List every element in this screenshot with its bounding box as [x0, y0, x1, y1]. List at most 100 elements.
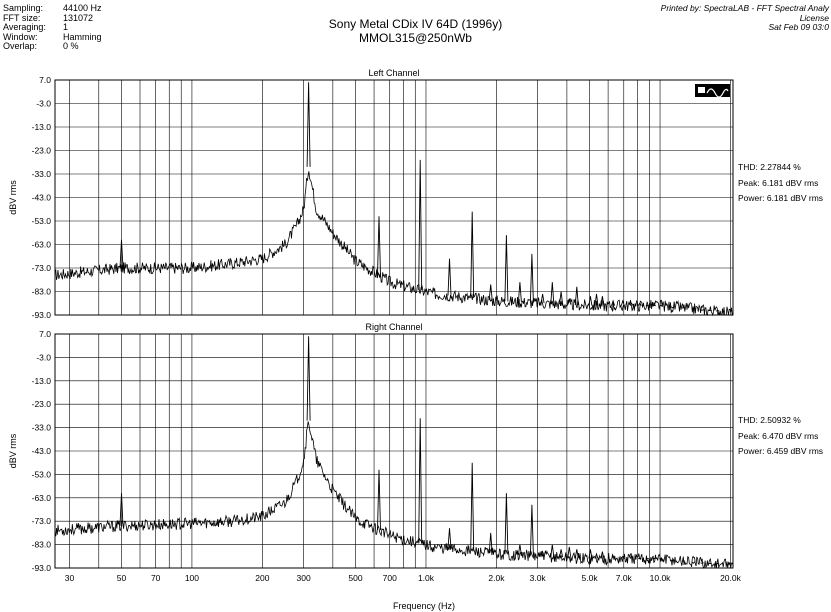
harmonic-peak — [600, 551, 605, 559]
harmonic-peak — [700, 562, 704, 564]
harmonic-peak — [691, 307, 695, 310]
info-row: Window: Hamming — [3, 31, 102, 42]
x-tick-label: 20.0k — [720, 573, 742, 583]
y-tick-label: -73.0 — [32, 263, 52, 273]
y-tick-label: -73.0 — [32, 516, 52, 526]
harmonic-peak — [540, 550, 545, 557]
harmonic-peak — [588, 296, 593, 306]
print-date: Sat Feb 09 03:0 — [768, 22, 830, 32]
waveform-display-icon — [695, 84, 730, 98]
y-axis-label: dBV rms — [8, 180, 18, 215]
spectrum-trace — [54, 171, 734, 317]
info-row: FFT size: 131072 — [3, 12, 94, 23]
y-tick-label: -3.0 — [36, 99, 51, 109]
y-tick-label: -93.0 — [32, 563, 52, 573]
harmonic-peak — [119, 239, 124, 269]
y-tick-label: -93.0 — [32, 310, 52, 320]
channel-title: Right Channel — [365, 322, 422, 332]
harmonic-peak — [671, 559, 675, 562]
y-tick-label: -53.0 — [32, 469, 52, 479]
harmonic-peak — [588, 549, 593, 559]
harmonic-peak — [691, 561, 696, 564]
harmonic-peak — [574, 286, 579, 306]
y-tick-label: 7.0 — [39, 75, 51, 85]
y-tick-label: -33.0 — [32, 423, 52, 433]
y-tick-label: -3.0 — [36, 352, 51, 362]
thd-value: THD: 2.27844 % — [738, 162, 801, 172]
title-line-1: Sony Metal CDix IV 64D (1996y) — [328, 17, 503, 31]
harmonic-peak — [504, 493, 509, 555]
y-tick-label: -43.0 — [32, 446, 52, 456]
harmonic-peak — [671, 306, 675, 309]
harmonic-peak — [377, 469, 381, 531]
harmonic-peak — [418, 159, 423, 291]
info-row: Overlap: 0 % — [3, 41, 79, 51]
x-tick-label: 200 — [255, 573, 269, 583]
icon-monitor — [698, 87, 705, 93]
harmonic-peak — [715, 309, 720, 312]
harmonic-peak — [119, 493, 124, 526]
harmonic-peak — [470, 462, 475, 552]
harmonic-peak — [715, 562, 720, 565]
harmonic-peak — [620, 555, 625, 559]
channel-title: Left Channel — [368, 68, 419, 78]
harmonic-peak — [488, 284, 493, 301]
x-tick-label: 7.0k — [616, 573, 633, 583]
x-tick-label: 70 — [151, 573, 161, 583]
harmonic-peak — [594, 552, 599, 559]
x-tick-label: 2.0k — [488, 573, 505, 583]
print-info: Printed by: SpectraLAB - FFT Spectral An… — [661, 3, 830, 33]
harmonic-peak — [594, 293, 599, 306]
x-tick-label: 300 — [297, 573, 311, 583]
x-axis-label: Frequency (Hz) — [393, 601, 455, 611]
x-tick-label: 50 — [117, 573, 127, 583]
y-tick-label: -63.0 — [32, 240, 52, 250]
left-channel-stats: THD: 2.27844 % Peak: 6.181 dBV rms Power… — [738, 160, 823, 207]
info-row: Averaging: 1 — [3, 22, 69, 32]
x-tick-label: 500 — [348, 573, 362, 583]
harmonic-peak — [567, 298, 572, 305]
harmonic-peak — [700, 309, 704, 311]
peak-value: Peak: 6.470 dBV rms — [738, 430, 819, 441]
x-tick-label: 1.0k — [418, 573, 435, 583]
harmonic-peak — [306, 82, 311, 167]
spectrum-trace — [54, 421, 734, 569]
x-tick-label: 3.0k — [530, 573, 547, 583]
harmonic-peak — [529, 504, 534, 556]
thd-value: THD: 2.50932 % — [738, 415, 801, 425]
harmonic-peak — [488, 532, 493, 554]
harmonic-peak — [600, 296, 605, 306]
y-tick-label: -23.0 — [32, 146, 52, 156]
y-tick-label: -33.0 — [32, 169, 52, 179]
info-row: Sampling: 44100 Hz — [3, 3, 102, 13]
harmonic-peak — [540, 293, 545, 304]
harmonic-peak — [517, 544, 522, 556]
harmonic-peak — [559, 291, 564, 305]
harmonic-peak — [470, 211, 475, 299]
power-value: Power: 6.181 dBV rms — [738, 193, 824, 203]
right-channel-panel: 7.0 -3.0 -13.0 -23.0 -33.0 -43.0 -53.0 -63.0 -73… — [8, 322, 734, 573]
harmonic-peak — [377, 216, 381, 276]
harmonic-peak — [620, 299, 625, 306]
right-channel-stats: THD: 2.50932 % Peak: 6.470 dBV rms Power… — [738, 413, 823, 460]
x-tick-label: 5.0k — [582, 573, 599, 583]
x-tick-label: 700 — [383, 573, 397, 583]
y-tick-label: -23.0 — [32, 399, 52, 409]
x-tick-label: 100 — [185, 573, 199, 583]
x-tick-label: 30 — [65, 573, 75, 583]
harmonic-peak — [574, 549, 579, 559]
harmonic-peak — [559, 549, 564, 558]
y-tick-label: -13.0 — [32, 122, 52, 132]
harmonic-peak — [418, 418, 423, 544]
peak-value: Peak: 6.181 dBV rms — [738, 177, 819, 188]
harmonic-peak — [611, 555, 615, 559]
harmonic-peak — [504, 235, 509, 302]
left-channel-panel: 7.0 -3.0 -13.0 -23.0 -33.0 -43.0 -53.0 -63.0 -73… — [8, 68, 734, 320]
title-line-2: MMOL315@250nWb — [359, 31, 472, 45]
report-title: Sony Metal CDix IV 64D (1996y) MMOL315@2… — [0, 17, 831, 45]
harmonic-peak — [629, 555, 634, 559]
y-tick-label: -83.0 — [32, 287, 52, 297]
power-value: Power: 6.459 dBV rms — [738, 446, 824, 456]
harmonic-peak — [306, 336, 311, 421]
